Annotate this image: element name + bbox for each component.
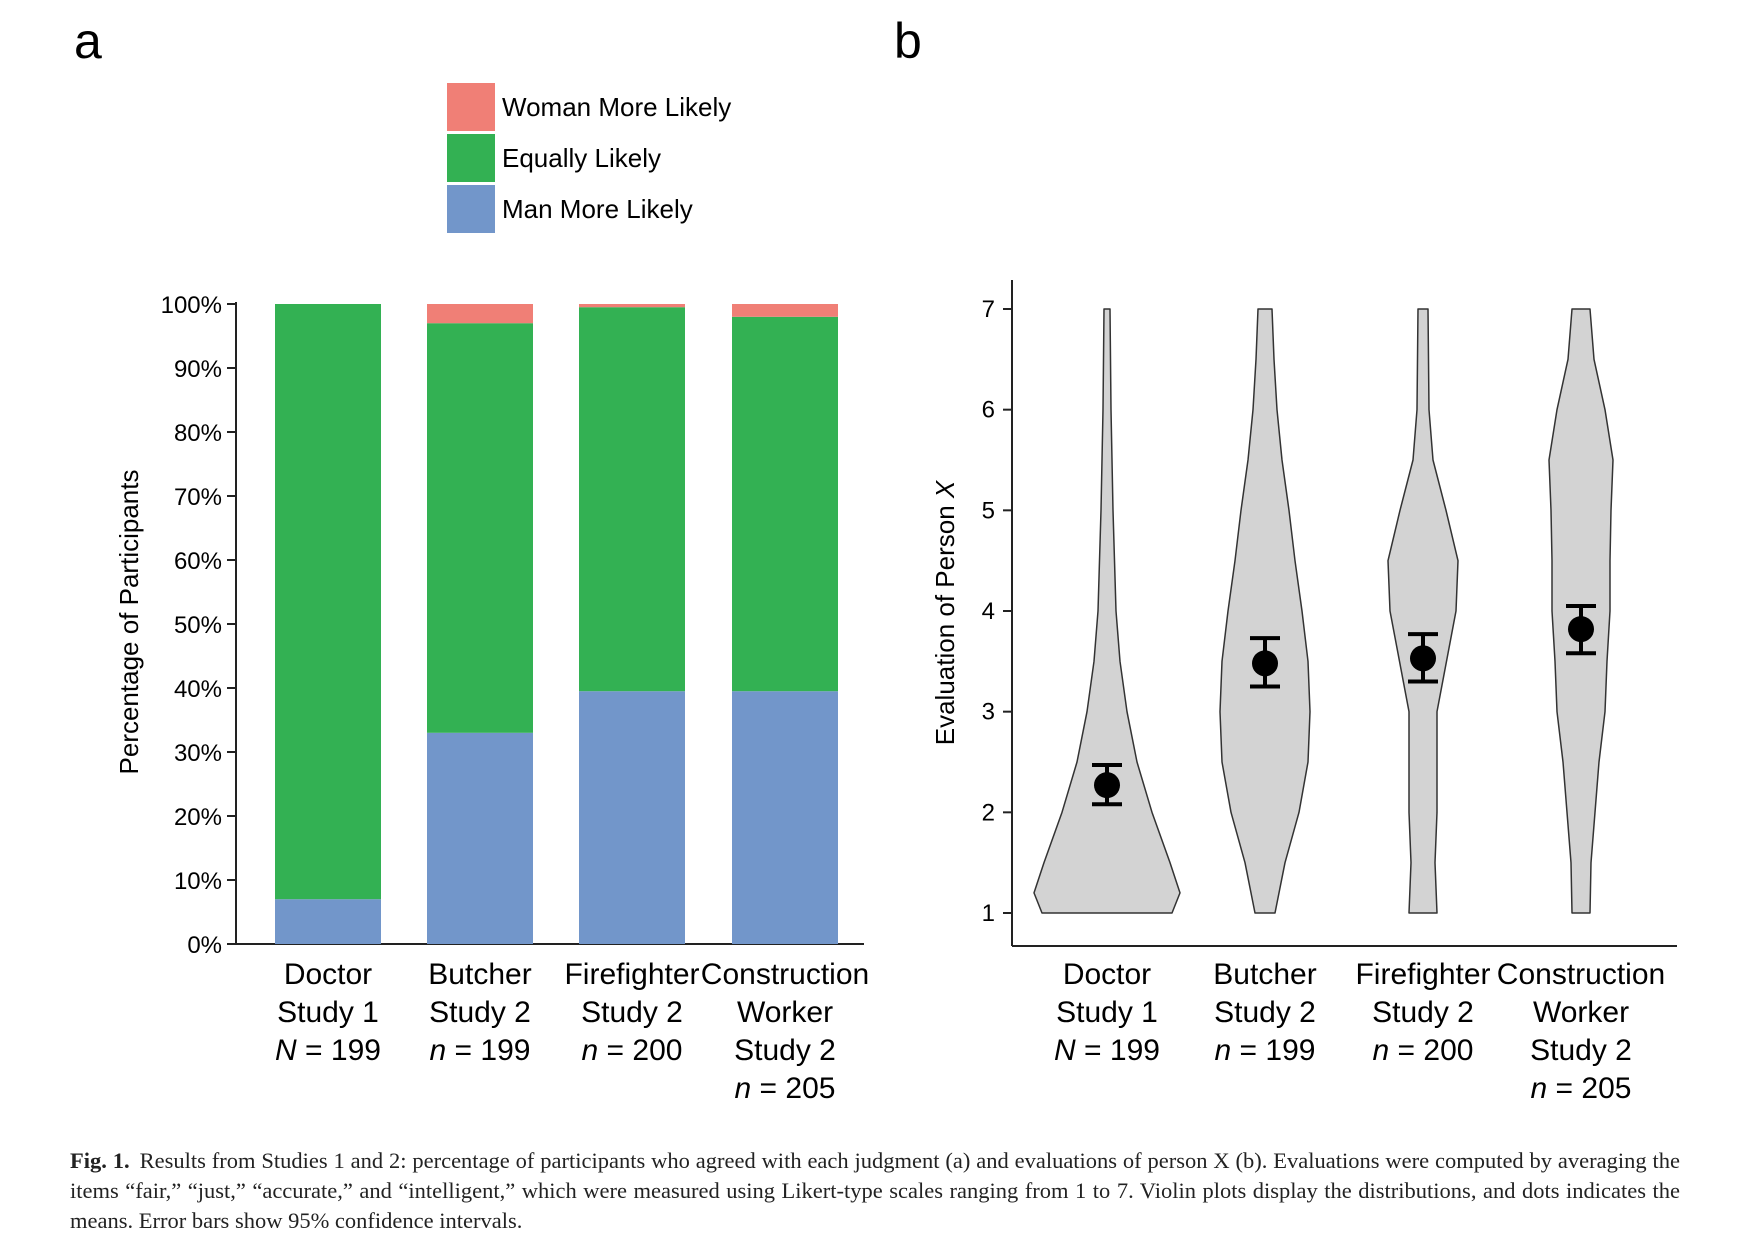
bar-segment: [427, 732, 533, 944]
caption-label: Fig. 1.: [70, 1148, 130, 1173]
y-tick-label: 60%: [174, 548, 222, 575]
x-category-label-value: = 199: [1076, 1034, 1160, 1067]
x-category-label-symbol: N: [275, 1034, 297, 1067]
bar-segment: [732, 316, 838, 692]
y-tick-label: 3: [982, 699, 995, 726]
bar-segment: [579, 691, 685, 944]
x-category-label: Study 1: [1056, 996, 1158, 1029]
y-tick-label: 7: [982, 296, 995, 323]
legend: Woman More Likely Equally Likely Man More …: [447, 83, 731, 233]
x-category-label-value: = 205: [1547, 1072, 1631, 1105]
x-category-label-value: = 200: [598, 1034, 682, 1067]
y-tick-label: 70%: [174, 484, 222, 511]
legend-swatch: [447, 83, 495, 131]
x-category-label: Firefighter: [564, 958, 699, 991]
x-category-label: Construction: [1497, 958, 1665, 991]
bar-segment: [579, 307, 685, 692]
x-category-label: Butcher: [428, 958, 531, 991]
panel-a-letter: a: [74, 13, 102, 69]
x-category-label-symbol: n: [1215, 1034, 1232, 1067]
mean-dot: [1410, 645, 1436, 672]
bar-segment: [579, 304, 685, 308]
x-category-label-symbol: n: [735, 1072, 752, 1105]
violin-chart: Evaluation of Person X 1 2 3 4 5 6 7 Doctor Stud…: [930, 280, 1677, 1105]
mean-dot: [1252, 650, 1278, 677]
y-tick-label: 40%: [174, 676, 222, 703]
legend-swatch: [447, 185, 495, 233]
y-tick-label: 20%: [174, 804, 222, 831]
y-tick-label: 80%: [174, 420, 222, 447]
x-category-label-symbol: n: [582, 1034, 599, 1067]
legend-label: Equally Likely: [502, 143, 661, 173]
x-category-label-value: = 199: [446, 1034, 530, 1067]
x-category-label: n = 205: [1531, 1072, 1632, 1105]
panel-b-letter: b: [894, 13, 922, 69]
y-tick-label: 1: [982, 900, 995, 927]
x-category-label: n = 200: [1373, 1034, 1474, 1067]
x-category-label-symbol: n: [430, 1034, 447, 1067]
mean-dot: [1094, 772, 1120, 799]
x-category-label: Study 2: [1214, 996, 1316, 1029]
x-category-label-symbol: N: [1054, 1034, 1076, 1067]
y-tick-label: 0%: [187, 932, 222, 959]
y-tick-label: 2: [982, 799, 995, 826]
x-category-label: Construction: [701, 958, 869, 991]
x-category-label: N = 199: [275, 1034, 381, 1067]
violin-shape: [1387, 308, 1459, 914]
y-tick-label: 90%: [174, 356, 222, 383]
figure-caption: Fig. 1. Results from Studies 1 and 2: per…: [70, 1146, 1680, 1236]
x-category-label: Study 2: [429, 996, 531, 1029]
bar-segment: [275, 899, 381, 944]
x-category-label: n = 199: [1215, 1034, 1316, 1067]
x-category-label-value: = 200: [1389, 1034, 1473, 1067]
x-category-label: Study 1: [277, 996, 379, 1029]
bar-segment: [427, 323, 533, 733]
x-category-label: n = 205: [735, 1072, 836, 1105]
bar-segment: [275, 304, 381, 900]
bar-segment: [732, 691, 838, 944]
y-tick-label: 30%: [174, 740, 222, 767]
x-category-label: Worker: [737, 996, 833, 1029]
mean-dot: [1568, 616, 1594, 643]
x-category-label-symbol: n: [1373, 1034, 1390, 1067]
x-category-label: Doctor: [1063, 958, 1151, 991]
x-category-label-symbol: n: [1531, 1072, 1548, 1105]
caption-text: Results from Studies 1 and 2: percentage…: [70, 1148, 1680, 1233]
legend-swatch: [447, 134, 495, 182]
x-category-label: n = 199: [430, 1034, 531, 1067]
y-axis-title-italic: X: [930, 479, 960, 499]
legend-label: Woman More Likely: [502, 92, 731, 122]
y-axis-title-prefix: Evaluation of Person: [930, 498, 960, 745]
x-category-label: Doctor: [284, 958, 372, 991]
violin-shape: [1219, 308, 1311, 914]
y-tick-label: 5: [982, 497, 995, 524]
x-category-label: n = 200: [582, 1034, 683, 1067]
x-category-label-value: = 199: [297, 1034, 381, 1067]
x-category-label: Study 2: [1530, 1034, 1632, 1067]
y-axis-title: Evaluation of Person X: [930, 479, 960, 745]
y-tick-label: 50%: [174, 612, 222, 639]
stacked-bar-chart: Percentage of Participants 0% 10% 20% 30% 40…: [114, 292, 869, 1105]
bar-segment: [427, 304, 533, 324]
x-category-label: N = 199: [1054, 1034, 1160, 1067]
x-category-label: Worker: [1533, 996, 1629, 1029]
x-category-label-value: = 199: [1231, 1034, 1315, 1067]
y-tick-label: 4: [982, 598, 995, 625]
x-category-label: Butcher: [1213, 958, 1316, 991]
x-category-label: Firefighter: [1355, 958, 1490, 991]
y-tick-label: 6: [982, 397, 995, 424]
y-tick-label: 10%: [174, 868, 222, 895]
y-tick-label: 100%: [161, 292, 222, 319]
x-category-label: Study 2: [581, 996, 683, 1029]
x-category-label: Study 2: [1372, 996, 1474, 1029]
x-category-label-value: = 205: [751, 1072, 835, 1105]
bar-segment: [732, 304, 838, 317]
violin-shape: [1033, 308, 1181, 914]
x-category-label: Study 2: [734, 1034, 836, 1067]
legend-label: Man More Likely: [502, 194, 693, 224]
y-axis-title: Percentage of Participants: [114, 470, 144, 775]
